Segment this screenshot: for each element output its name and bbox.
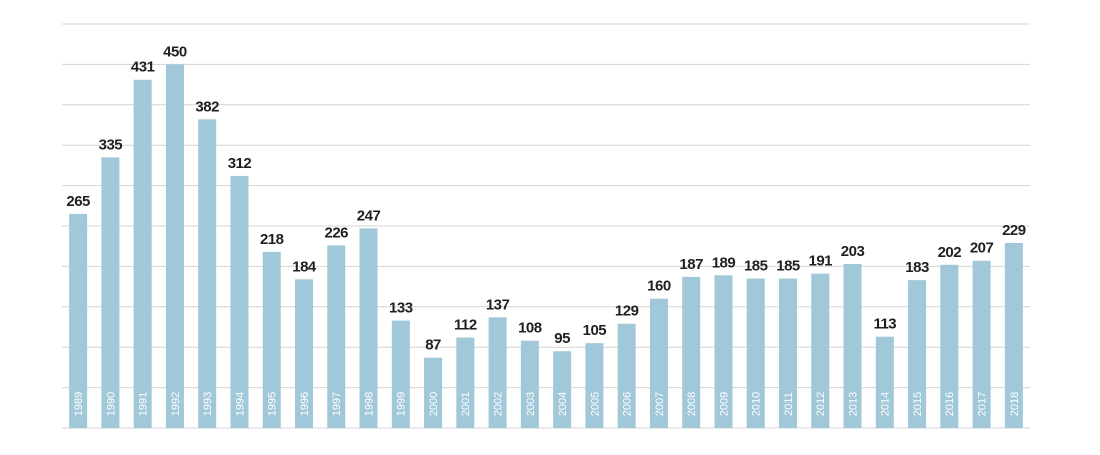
x-tick-label: 1994 — [234, 392, 246, 416]
bar — [295, 279, 313, 428]
bar — [649, 298, 668, 428]
value-label: 183 — [905, 259, 929, 276]
value-label: 95 — [554, 330, 570, 347]
value-label: 226 — [325, 224, 349, 241]
value-label: 187 — [679, 256, 703, 273]
bar — [779, 278, 797, 428]
value-label: 185 — [744, 257, 768, 274]
x-tick-label: 2001 — [460, 392, 472, 416]
bar — [488, 317, 507, 428]
bar — [520, 340, 539, 428]
value-label: 203 — [841, 243, 865, 260]
bar — [456, 337, 475, 428]
value-label: 335 — [99, 136, 123, 153]
x-tick-label: 1996 — [299, 392, 311, 416]
x-tick-label: 1995 — [267, 392, 279, 416]
value-label: 189 — [712, 254, 736, 271]
value-label: 247 — [357, 207, 381, 224]
bar — [424, 357, 443, 428]
x-tick-label: 2017 — [977, 392, 989, 416]
value-label: 160 — [647, 278, 671, 295]
bar — [940, 264, 959, 428]
x-tick-label: 2010 — [751, 392, 763, 416]
value-label: 191 — [809, 253, 833, 270]
value-label: 112 — [454, 316, 477, 333]
bar — [165, 64, 184, 429]
bar — [617, 323, 636, 428]
value-label: 184 — [292, 258, 317, 275]
x-tick-label: 2000 — [428, 392, 440, 416]
bar — [746, 278, 765, 428]
x-tick-label: 2002 — [493, 392, 505, 416]
bar — [908, 280, 927, 428]
bar — [682, 276, 701, 428]
x-tick-label: 1989 — [73, 392, 85, 416]
bar — [101, 157, 120, 428]
value-label: 202 — [938, 244, 962, 261]
bar — [714, 275, 733, 428]
value-label: 87 — [425, 337, 441, 354]
value-label: 265 — [66, 193, 90, 210]
value-label: 382 — [195, 98, 219, 115]
value-label: 450 — [163, 43, 187, 60]
x-tick-label: 2015 — [912, 392, 924, 416]
bar — [230, 175, 249, 428]
x-tick-label: 1993 — [202, 392, 214, 416]
bar — [875, 336, 894, 428]
x-tick-label: 1998 — [363, 392, 375, 416]
x-tick-label: 2016 — [944, 392, 956, 416]
x-tick-label: 2014 — [880, 392, 892, 416]
value-label: 133 — [389, 300, 413, 317]
bar — [391, 320, 410, 428]
x-tick-label: 2012 — [815, 392, 827, 416]
value-label: 129 — [615, 303, 639, 320]
value-label: 137 — [486, 296, 510, 313]
x-tick-label: 1999 — [396, 392, 408, 416]
value-label: 218 — [260, 231, 284, 248]
bar — [198, 119, 217, 429]
value-label: 207 — [970, 240, 994, 257]
bar — [843, 263, 862, 428]
x-tick-label: 2013 — [847, 392, 859, 416]
x-tick-label: 2003 — [525, 392, 537, 416]
x-tick-label: 2008 — [686, 392, 698, 416]
bar — [1004, 242, 1023, 428]
bar — [262, 251, 281, 428]
x-tick-label: 2018 — [1009, 392, 1021, 416]
x-tick-label: 2006 — [622, 392, 634, 416]
value-label: 185 — [776, 257, 800, 274]
x-tick-label: 1991 — [138, 392, 150, 416]
value-label: 229 — [1002, 222, 1026, 239]
bar — [69, 213, 88, 428]
bar — [133, 79, 152, 428]
x-tick-label: 2009 — [718, 392, 730, 416]
x-tick-label: 1990 — [105, 392, 117, 416]
x-tick-label: 2011 — [783, 392, 795, 416]
value-label: 113 — [873, 316, 896, 333]
value-label: 431 — [131, 59, 155, 76]
value-label: 105 — [583, 322, 607, 339]
value-label: 108 — [518, 320, 542, 337]
bar — [972, 260, 991, 428]
bar — [327, 245, 346, 428]
bar — [811, 273, 830, 428]
x-tick-label: 2007 — [654, 392, 666, 416]
x-tick-label: 2005 — [589, 392, 601, 416]
x-tick-label: 1997 — [331, 392, 343, 416]
bar — [553, 351, 572, 428]
value-label: 312 — [228, 155, 252, 172]
bar — [359, 228, 378, 428]
x-tick-label: 2004 — [557, 392, 569, 416]
x-tick-label: 1992 — [170, 392, 182, 416]
bar — [585, 343, 604, 428]
